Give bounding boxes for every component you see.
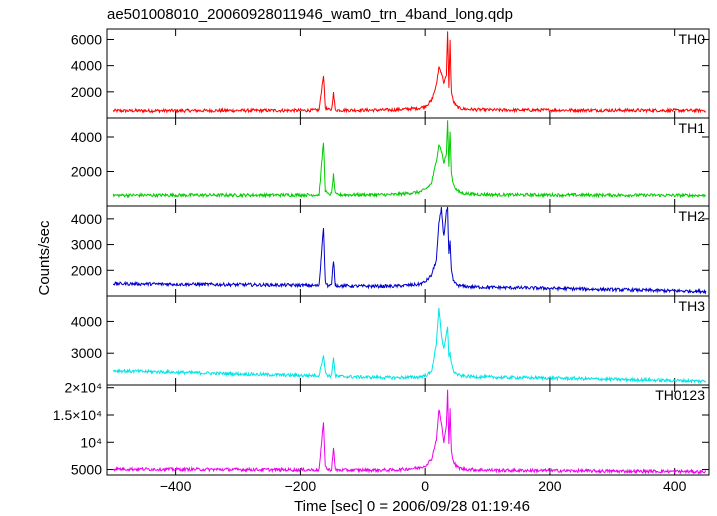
chart-title: ae501008010_20060928011946_wam0_trn_4ban… [107, 6, 513, 23]
panel-frame [106, 28, 710, 119]
series-line-th0 [112, 31, 707, 114]
x-tick-label: −400 [160, 478, 192, 494]
y-tick-label: 10⁴ [80, 434, 102, 450]
y-tick-label: 2000 [71, 163, 102, 179]
y-tick-label: 4000 [71, 129, 102, 145]
y-tick-label: 1.5×10⁴ [53, 407, 102, 423]
panel-label: TH0123 [655, 387, 705, 403]
x-axis: −400 −200 0 200 400 [160, 478, 687, 494]
panel-label: TH3 [679, 298, 706, 314]
x-tick-label: −200 [285, 478, 317, 494]
x-axis-label: Time [sec] 0 = 2006/09/28 01:19:46 [294, 498, 530, 515]
x-tick-label: 400 [663, 478, 687, 494]
x-tick-label: 0 [421, 478, 429, 494]
y-tick-label: 4000 [71, 313, 102, 329]
panels: 2000 4000 6000 TH0 2000 4000 TH1 2000 3000 4000 TH… [53, 28, 710, 478]
x-tick-label: 200 [538, 478, 562, 494]
series-line-th3 [112, 307, 707, 385]
y-tick-label: 6000 [71, 31, 102, 47]
y-tick-label: 2000 [71, 262, 102, 278]
y-tick-label: 4000 [71, 58, 102, 74]
y-tick-label: 3000 [71, 345, 102, 361]
panel-label: TH2 [679, 208, 706, 224]
series-line-th1 [112, 120, 707, 199]
y-axis-label: Counts/sec [36, 220, 53, 296]
panel-th3: 3000 4000 TH3 [71, 295, 710, 386]
y-tick-label: 3000 [71, 237, 102, 253]
panel-th2: 2000 3000 4000 TH2 [71, 205, 710, 297]
panel-frame [106, 384, 710, 476]
y-tick-label: 5000 [71, 462, 102, 478]
panel-th1: 2000 4000 TH1 [71, 117, 710, 207]
panel-th0123: 5000 10⁴ 1.5×10⁴ 2×10⁴ TH0123 [53, 380, 710, 478]
panel-label: TH0 [679, 31, 706, 47]
panel-th0: 2000 4000 6000 TH0 [71, 28, 710, 119]
y-tick-label: 4000 [71, 211, 102, 227]
panel-label: TH1 [679, 120, 706, 136]
series-line-th2 [112, 206, 707, 295]
y-tick-label: 2000 [71, 84, 102, 100]
y-tick-label: 2×10⁴ [64, 380, 102, 396]
series-line-th0123 [112, 389, 706, 475]
